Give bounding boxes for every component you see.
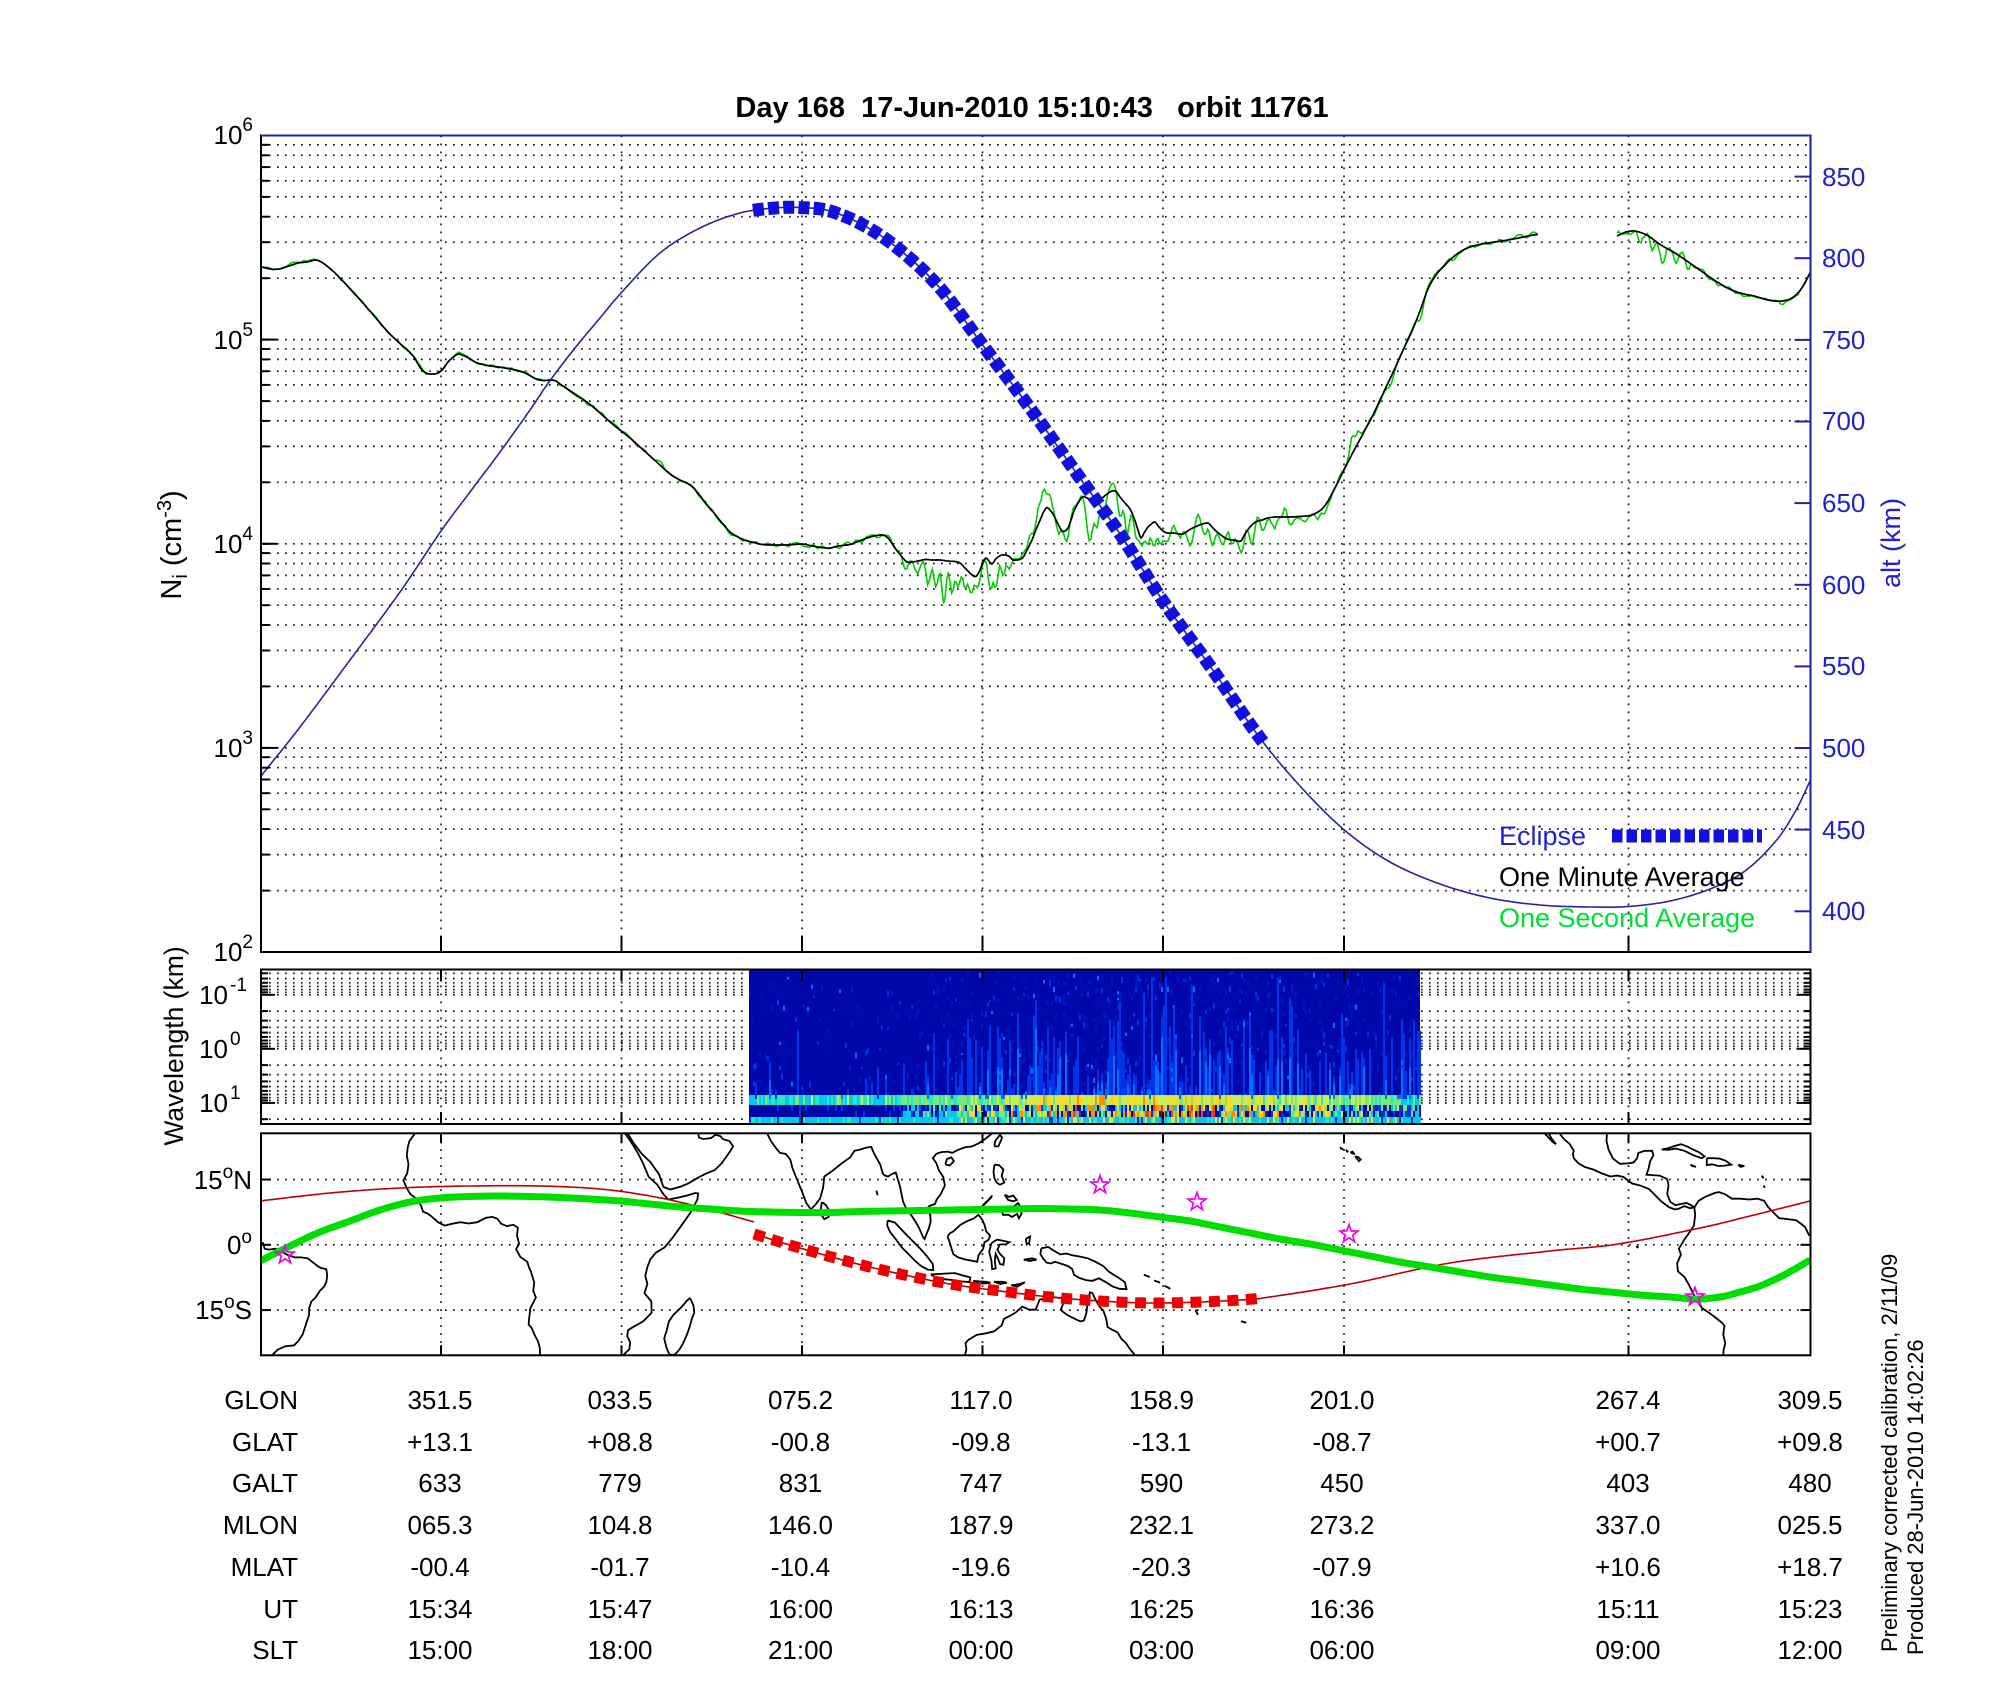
svg-text:400: 400 (1822, 896, 1865, 926)
svg-text:+10.6: +10.6 (1595, 1552, 1661, 1582)
svg-text:450: 450 (1320, 1468, 1363, 1498)
svg-text:GALT: GALT (232, 1468, 298, 1498)
svg-text:15:23: 15:23 (1777, 1594, 1842, 1624)
svg-text:10: 10 (199, 980, 228, 1010)
svg-text:03:00: 03:00 (1129, 1635, 1194, 1665)
svg-text:MLON: MLON (223, 1510, 298, 1540)
svg-text:18:00: 18:00 (587, 1635, 652, 1665)
svg-text:+13.1: +13.1 (407, 1427, 473, 1457)
svg-text:104.8: 104.8 (587, 1510, 652, 1540)
svg-text:351.5: 351.5 (407, 1385, 472, 1415)
svg-text:+00.7: +00.7 (1595, 1427, 1661, 1457)
svg-text:-08.7: -08.7 (1312, 1427, 1371, 1457)
svg-text:21:00: 21:00 (768, 1635, 833, 1665)
svg-text:267.4: 267.4 (1595, 1385, 1660, 1415)
svg-text:103: 103 (214, 728, 254, 763)
svg-text:16:00: 16:00 (768, 1594, 833, 1624)
svg-text:+18.7: +18.7 (1777, 1552, 1843, 1582)
svg-text:-09.8: -09.8 (951, 1427, 1010, 1457)
svg-text:00:00: 00:00 (948, 1635, 1013, 1665)
svg-text:600: 600 (1822, 570, 1865, 600)
svg-text:15:00: 15:00 (407, 1635, 472, 1665)
svg-text:16:25: 16:25 (1129, 1594, 1194, 1624)
svg-text:09:00: 09:00 (1595, 1635, 1660, 1665)
svg-text:10: 10 (199, 1088, 228, 1118)
svg-text:850: 850 (1822, 162, 1865, 192)
svg-text:779: 779 (598, 1468, 641, 1498)
svg-text:Day 168 17-Jun-2010 15:10:43: Day 168 17-Jun-2010 15:10:43 orbit 11761 (735, 92, 1328, 124)
svg-text:alt (km): alt (km) (1876, 498, 1906, 588)
svg-text:-10.4: -10.4 (771, 1552, 830, 1582)
svg-text:747: 747 (959, 1468, 1002, 1498)
svg-text:650: 650 (1822, 488, 1865, 518)
svg-text:750: 750 (1822, 325, 1865, 355)
svg-text:403: 403 (1606, 1468, 1649, 1498)
svg-text:-13.1: -13.1 (1132, 1427, 1191, 1457)
svg-text:UT: UT (263, 1594, 298, 1624)
svg-text:15:47: 15:47 (587, 1594, 652, 1624)
svg-text:10: 10 (199, 1034, 228, 1064)
svg-text:+08.8: +08.8 (587, 1427, 653, 1457)
svg-text:Produced 28-Jun-2010 14:02:26: Produced 28-Jun-2010 14:02:26 (1903, 1339, 1928, 1655)
svg-text:-01.7: -01.7 (590, 1552, 649, 1582)
svg-text:-07.9: -07.9 (1312, 1552, 1371, 1582)
svg-text:033.5: 033.5 (587, 1385, 652, 1415)
svg-text:550: 550 (1822, 651, 1865, 681)
svg-text:025.5: 025.5 (1777, 1510, 1842, 1540)
svg-text:06:00: 06:00 (1309, 1635, 1374, 1665)
svg-text:MLAT: MLAT (231, 1552, 299, 1582)
svg-text:500: 500 (1822, 733, 1865, 763)
svg-text:187.9: 187.9 (948, 1510, 1013, 1540)
svg-text:Preliminary corrected calibrat: Preliminary corrected calibration, 2/11/… (1877, 1254, 1902, 1652)
svg-text:065.3: 065.3 (407, 1510, 472, 1540)
svg-text:146.0: 146.0 (768, 1510, 833, 1540)
svg-text:1: 1 (230, 1083, 241, 1104)
svg-text:16:13: 16:13 (948, 1594, 1013, 1624)
svg-text:117.0: 117.0 (949, 1385, 1012, 1415)
svg-text:309.5: 309.5 (1777, 1385, 1842, 1415)
svg-text:15:34: 15:34 (407, 1594, 472, 1624)
svg-text:+09.8: +09.8 (1777, 1427, 1843, 1457)
svg-text:GLON: GLON (224, 1385, 298, 1415)
svg-text:700: 700 (1822, 406, 1865, 436)
svg-text:590: 590 (1140, 1468, 1183, 1498)
svg-text:15:11: 15:11 (1596, 1594, 1659, 1624)
svg-text:12:00: 12:00 (1777, 1635, 1842, 1665)
svg-text:232.1: 232.1 (1129, 1510, 1194, 1540)
svg-text:GLAT: GLAT (232, 1427, 298, 1457)
svg-text:337.0: 337.0 (1595, 1510, 1660, 1540)
svg-text:158.9: 158.9 (1129, 1385, 1194, 1415)
svg-text:-19.6: -19.6 (951, 1552, 1010, 1582)
svg-text:15oS: 15oS (195, 1292, 252, 1325)
svg-text:One Second Average: One Second Average (1499, 903, 1755, 933)
svg-text:One Minute Average: One Minute Average (1499, 862, 1745, 892)
svg-text:SLT: SLT (252, 1635, 298, 1665)
svg-text:831: 831 (779, 1468, 822, 1498)
svg-text:633: 633 (418, 1468, 461, 1498)
svg-text:201.0: 201.0 (1309, 1385, 1374, 1415)
svg-text:Eclipse: Eclipse (1499, 821, 1586, 851)
svg-text:-00.8: -00.8 (771, 1427, 830, 1457)
svg-text:480: 480 (1788, 1468, 1831, 1498)
svg-text:-1: -1 (230, 975, 247, 996)
svg-text:-00.4: -00.4 (410, 1552, 469, 1582)
svg-text:Wavelength (km): Wavelength (km) (159, 946, 189, 1145)
svg-text:075.2: 075.2 (768, 1385, 833, 1415)
svg-text:450: 450 (1822, 815, 1865, 845)
svg-text:-20.3: -20.3 (1132, 1552, 1191, 1582)
svg-text:16:36: 16:36 (1309, 1594, 1374, 1624)
svg-text:800: 800 (1822, 243, 1865, 273)
svg-text:273.2: 273.2 (1309, 1510, 1374, 1540)
svg-text:0: 0 (230, 1029, 241, 1050)
